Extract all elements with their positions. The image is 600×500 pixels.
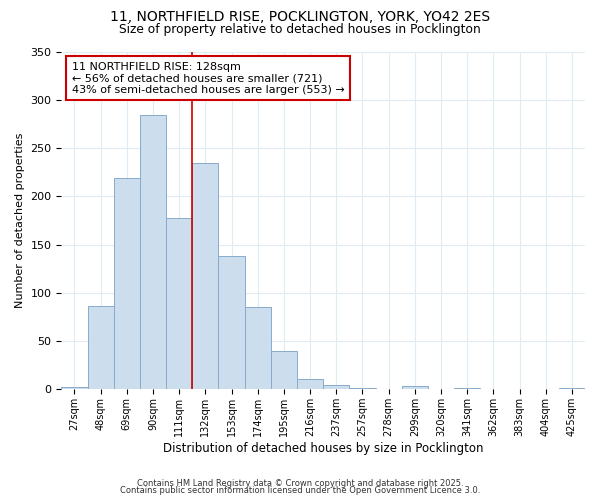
Bar <box>245 308 271 390</box>
Text: Contains HM Land Registry data © Crown copyright and database right 2025.: Contains HM Land Registry data © Crown c… <box>137 478 463 488</box>
Y-axis label: Number of detached properties: Number of detached properties <box>15 132 25 308</box>
Bar <box>166 218 193 390</box>
Bar <box>88 306 114 390</box>
Bar <box>297 378 323 390</box>
Bar <box>114 178 140 390</box>
Bar <box>193 164 218 390</box>
Bar <box>559 388 585 390</box>
Bar <box>454 388 480 390</box>
Bar <box>271 350 297 390</box>
Bar <box>323 386 349 390</box>
X-axis label: Distribution of detached houses by size in Pocklington: Distribution of detached houses by size … <box>163 442 484 455</box>
Bar <box>61 388 88 390</box>
Text: Size of property relative to detached houses in Pocklington: Size of property relative to detached ho… <box>119 22 481 36</box>
Bar <box>140 115 166 390</box>
Bar <box>218 256 245 390</box>
Text: Contains public sector information licensed under the Open Government Licence 3.: Contains public sector information licen… <box>120 486 480 495</box>
Bar <box>402 386 428 390</box>
Text: 11 NORTHFIELD RISE: 128sqm
← 56% of detached houses are smaller (721)
43% of sem: 11 NORTHFIELD RISE: 128sqm ← 56% of deta… <box>72 62 344 95</box>
Bar <box>349 388 376 390</box>
Text: 11, NORTHFIELD RISE, POCKLINGTON, YORK, YO42 2ES: 11, NORTHFIELD RISE, POCKLINGTON, YORK, … <box>110 10 490 24</box>
